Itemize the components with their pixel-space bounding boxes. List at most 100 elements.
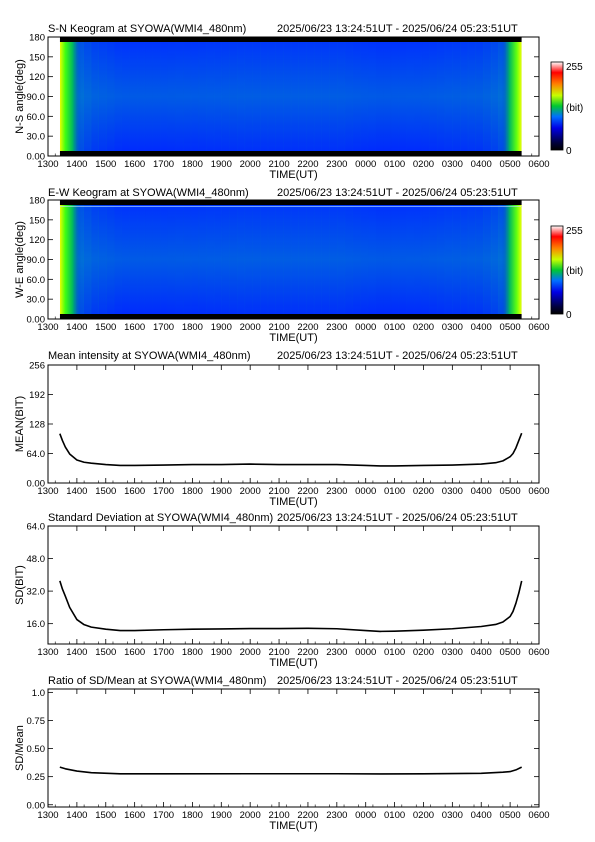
keogram-strip: [98, 205, 107, 314]
keogram-strip: [306, 42, 315, 151]
x-axis-label: TIME(UT): [269, 657, 317, 669]
keogram-strip: [321, 205, 330, 314]
x-tick-label: 0300: [442, 322, 463, 333]
keogram-twilight-left: [59, 42, 82, 151]
keogram-strip: [106, 42, 115, 151]
y-tick-label: 48.0: [27, 554, 46, 565]
std-dev-panel: Standard Deviation at SYOWA(WMI4_480nm) …: [14, 512, 550, 669]
x-tick-label: 0100: [384, 810, 405, 821]
panel-time-range: 2025/06/23 13:24:51UT - 2025/06/24 05:23…: [277, 350, 518, 362]
x-tick-label: 1700: [153, 159, 174, 170]
keogram-strip: [399, 42, 407, 151]
keogram-strip: [122, 205, 130, 314]
x-tick-label: 0200: [413, 810, 434, 821]
keogram-strip: [283, 205, 292, 314]
y-tick-label: 120: [29, 72, 45, 83]
y-tick-label: 0.00: [27, 800, 46, 811]
keogram-strip: [190, 205, 199, 314]
keogram-edge-band: [48, 200, 539, 205]
keogram-strip: [83, 42, 92, 151]
keogram-strip: [460, 205, 469, 314]
keogram-strip: [490, 205, 500, 314]
keogram-strip: [190, 42, 199, 151]
keogram-strip: [406, 205, 414, 314]
keogram-strip: [106, 205, 115, 314]
keogram-strip: [198, 42, 207, 151]
mean-intensity-panel: Mean intensity at SYOWA(WMI4_480nm) 2025…: [14, 350, 550, 508]
y-tick-label: 1.0: [32, 688, 45, 699]
x-tick-label: 0200: [413, 322, 434, 333]
colorbar-max-label: 255: [566, 226, 583, 237]
colorbar-gradient: [550, 61, 564, 151]
y-tick-label: 0.25: [27, 772, 46, 783]
keogram-nodata: [48, 200, 60, 319]
colorbar-unit-label: (bit): [566, 266, 583, 277]
keogram-strip: [391, 205, 399, 314]
x-tick-label: 1400: [66, 322, 87, 333]
keogram-strip: [267, 205, 276, 314]
keogram-strip: [129, 42, 137, 151]
keogram-strip: [375, 42, 383, 151]
x-tick-label: 1400: [66, 159, 87, 170]
x-tick-label: 1600: [124, 322, 145, 333]
y-tick-label: 0.00: [27, 479, 46, 490]
x-tick-label: 1500: [95, 647, 116, 658]
x-tick-label: 0500: [500, 486, 521, 497]
x-tick-label: 2000: [240, 322, 261, 333]
keogram-strip: [422, 205, 430, 314]
keogram-strip: [283, 42, 292, 151]
keogram-strip: [298, 42, 307, 151]
keogram-strip: [168, 205, 176, 314]
y-tick-label: 60.0: [27, 112, 46, 123]
keogram-strip: [160, 205, 168, 314]
keogram-strip: [360, 42, 368, 151]
keogram-strip: [113, 42, 123, 151]
x-tick-label: 1300: [37, 810, 58, 821]
y-tick-label: 64.0: [27, 522, 46, 533]
keogram-strip: [360, 205, 368, 314]
keogram-twilight-right: [501, 205, 522, 314]
x-tick-label: 0100: [384, 486, 405, 497]
x-tick-label: 0600: [528, 647, 549, 658]
x-tick-label: 1500: [95, 810, 116, 821]
x-tick-label: 0000: [355, 322, 376, 333]
y-tick-label: 192: [29, 390, 45, 401]
x-tick-label: 0400: [471, 647, 492, 658]
x-tick-label: 2100: [268, 159, 289, 170]
x-tick-label: 2200: [297, 322, 318, 333]
axes: 1300 1400 1500 1600 1700 1800 1900 2000 2100 2200…: [14, 33, 550, 182]
keogram-twilight-right: [501, 42, 522, 151]
x-tick-label: 1800: [182, 810, 203, 821]
keogram-strip: [436, 205, 446, 314]
keogram-edge-band: [48, 151, 539, 156]
x-tick-label: 1800: [182, 159, 203, 170]
keogram-strip: [336, 42, 346, 151]
keogram-strip: [175, 42, 183, 151]
x-tick-label: 1900: [211, 647, 232, 658]
keogram-strip: [352, 42, 361, 151]
series-line: [59, 766, 523, 775]
panel-title: E-W Keogram at SYOWA(WMI4_480nm): [48, 187, 249, 199]
keogram-strip: [244, 205, 253, 314]
keogram-strip: [383, 42, 391, 151]
keogram-strip: [429, 42, 438, 151]
keogram-strip: [213, 205, 223, 314]
keogram-twilight-left: [59, 205, 82, 314]
panel-time-range: 2025/06/23 13:24:51UT - 2025/06/24 05:23…: [277, 23, 518, 35]
keogram-strip: [452, 205, 461, 314]
x-tick-label: 2200: [297, 647, 318, 658]
keogram-strip: [168, 42, 176, 151]
plot-frame: [47, 525, 540, 645]
x-tick-label: 0400: [471, 810, 492, 821]
y-tick-label: 128: [29, 420, 45, 431]
keogram-strip: [122, 42, 130, 151]
y-tick-label: 120: [29, 235, 45, 246]
x-tick-label: 0200: [413, 647, 434, 658]
x-tick-label: 1400: [66, 486, 87, 497]
keogram-strip: [344, 205, 353, 314]
keogram-strip: [290, 42, 299, 151]
x-tick-label: 0500: [500, 810, 521, 821]
y-tick-label: 32.0: [27, 587, 46, 598]
x-tick-label: 2100: [268, 486, 289, 497]
x-tick-label: 0300: [442, 486, 463, 497]
